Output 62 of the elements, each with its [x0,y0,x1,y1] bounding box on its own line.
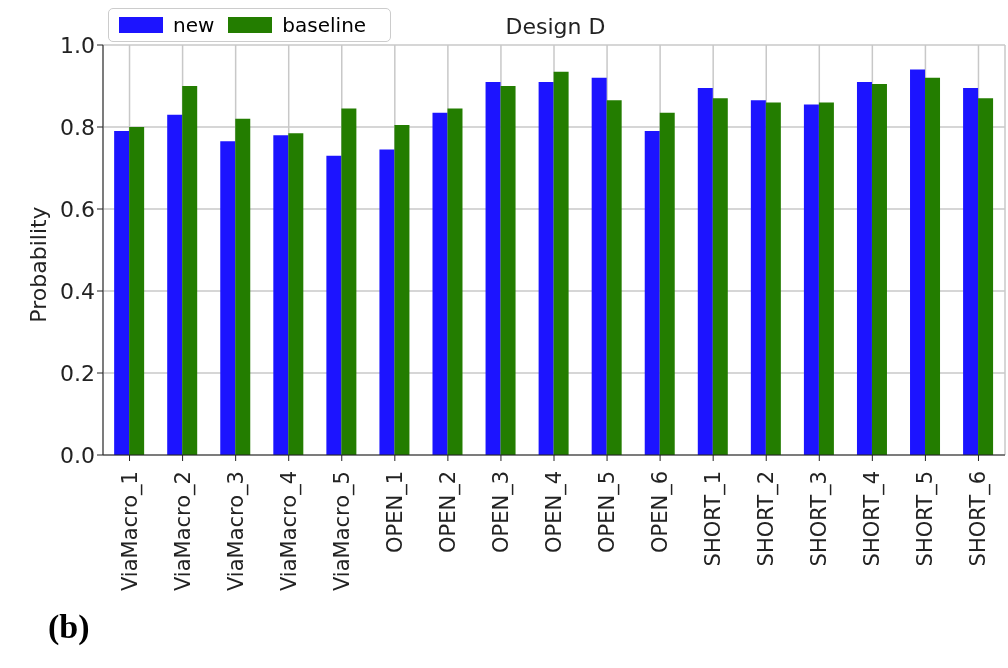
x-tick-label: OPEN_6 [648,471,674,554]
bar [818,102,834,455]
x-tick-label: SHORT_6 [966,471,992,567]
x-tick-label: ViaMacro_5 [329,471,355,592]
x-tick-label: OPEN_1 [382,471,408,554]
bar [326,155,342,455]
y-tick-label: 0.6 [60,196,95,222]
x-tick-label: SHORT_4 [860,471,886,567]
bar [871,83,887,455]
bar [235,118,251,455]
bar [644,131,660,455]
x-tick-label: OPEN_4 [542,471,567,554]
bar [910,69,926,455]
text: (b) [48,608,90,646]
x-tick-label: SHORT_5 [913,471,939,567]
y-tick-label: 0.2 [60,360,95,386]
legend-label: baseline [282,13,367,37]
bar [485,81,501,455]
bar [288,133,304,455]
bar [659,112,675,455]
bar [220,141,236,455]
chart-title: Design D [505,14,606,39]
bar [750,100,766,455]
x-tick-label: OPEN_5 [595,471,621,554]
y-tick-label: 0.0 [60,442,95,468]
y-tick-label: 0.4 [60,278,95,304]
x-tick-label: SHORT_2 [754,471,780,567]
y-tick-label: 1.0 [60,32,95,58]
x-tick-label: ViaMacro_1 [117,471,143,592]
bar [553,71,569,455]
bar [712,98,728,455]
x-tick-label: OPEN_3 [488,471,514,554]
bar [963,88,979,455]
bar [765,102,781,455]
bar [341,108,357,455]
y-axis-title: Probability [25,205,51,325]
bar [182,86,198,455]
bar [379,149,395,455]
bar [697,88,713,455]
bar [394,124,410,455]
bar [856,81,872,455]
bar [538,81,554,455]
bar [447,108,463,455]
x-tick-label: OPEN_2 [435,471,461,554]
x-tick-label: SHORT_1 [701,471,727,567]
bar [273,135,289,455]
x-tick-label: ViaMacro_4 [276,471,302,592]
bar [606,100,622,455]
bar [167,114,183,455]
legend-label: new [173,13,215,37]
bar [978,98,994,455]
bar [591,77,607,455]
x-tick-label: ViaMacro_2 [170,471,196,592]
bar [432,112,448,455]
bar [114,131,130,455]
bar [129,127,145,455]
x-tick-label: ViaMacro_3 [223,471,249,592]
x-tick-label: SHORT_3 [807,471,833,567]
bar [500,86,516,455]
bar [925,77,941,455]
bar [803,104,819,455]
y-tick-label: 0.8 [60,114,95,140]
